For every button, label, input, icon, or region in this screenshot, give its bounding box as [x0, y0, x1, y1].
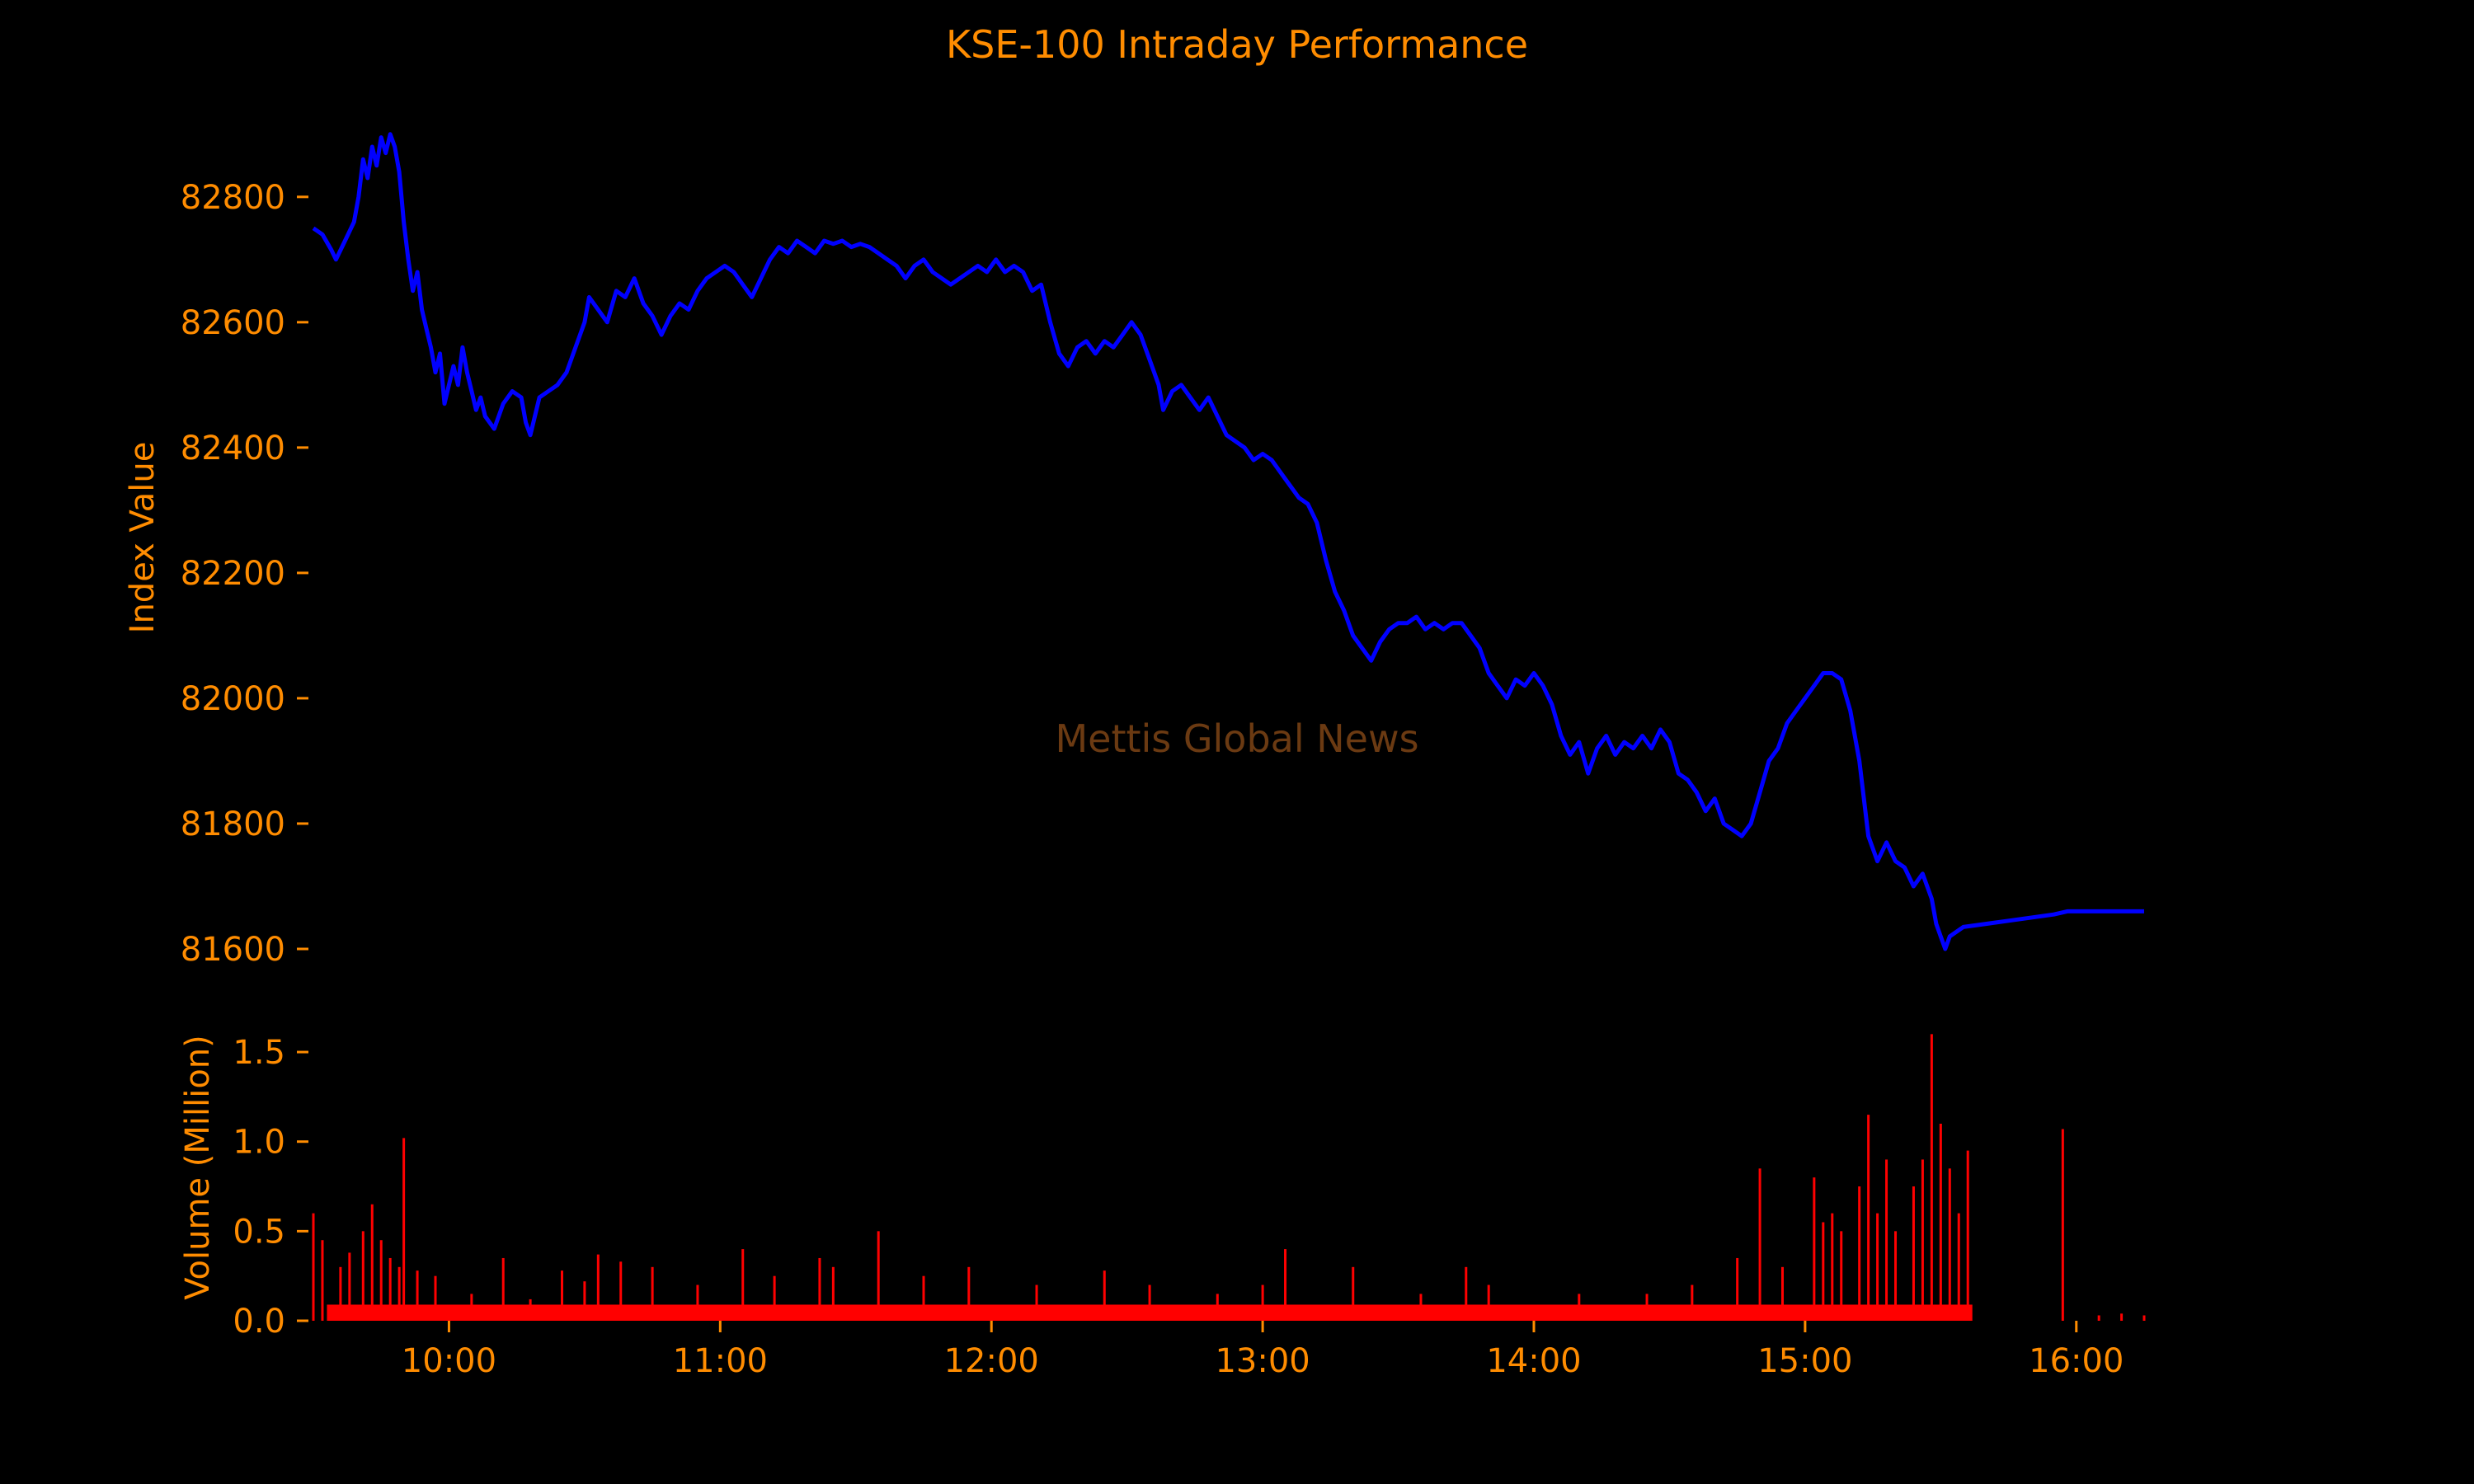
volume-bar	[321, 1240, 324, 1321]
xtick-label: 15:00	[1757, 1342, 1852, 1380]
xtick-label: 13:00	[1215, 1342, 1310, 1380]
volume-bar	[651, 1266, 654, 1321]
volume-bar	[2061, 1129, 2064, 1321]
volume-bar	[1966, 1150, 1969, 1321]
volume-bar	[818, 1257, 821, 1321]
xtick-label: 10:00	[402, 1342, 496, 1380]
volume-bar	[1831, 1213, 1834, 1321]
volume-bar	[370, 1204, 374, 1321]
volume-bar	[1758, 1168, 1761, 1321]
volume-bar	[1465, 1266, 1468, 1321]
price-ytick-label: 81600	[181, 931, 285, 969]
volume-bar	[1948, 1168, 1951, 1321]
price-y-axis: 81600 81800 82000 82200 82400 82600 82800	[181, 179, 308, 969]
volume-bar	[1645, 1294, 1649, 1321]
price-line	[312, 132, 2144, 951]
volume-bar	[1858, 1186, 1861, 1321]
volume-bar	[402, 1138, 406, 1321]
volume-ytick-label: 0.5	[233, 1213, 285, 1251]
volume-bar	[583, 1281, 586, 1321]
volume-bar	[1691, 1284, 1694, 1321]
volume-bar	[348, 1252, 351, 1321]
xtick-label: 16:00	[2029, 1342, 2124, 1380]
volume-bar	[1912, 1186, 1915, 1321]
volume-ytick-label: 0.0	[233, 1303, 285, 1341]
volume-bar	[1780, 1266, 1784, 1321]
volume-bar	[560, 1270, 563, 1321]
volume-bar	[1921, 1159, 1924, 1321]
watermark: Mettis Global News	[1055, 716, 1418, 761]
volume-bar	[831, 1266, 835, 1321]
price-ylabel: Index Value	[124, 442, 162, 634]
volume-bar	[1284, 1249, 1287, 1321]
volume-bar	[501, 1257, 505, 1321]
volume-bar	[1148, 1284, 1151, 1321]
x-axis: 10:00 11:00 12:00 13:00 14:00 15:00 16:00	[402, 1321, 2124, 1380]
volume-bar	[967, 1266, 971, 1321]
volume-bar	[1035, 1284, 1038, 1321]
volume-bar	[388, 1257, 392, 1321]
volume-bar	[877, 1231, 880, 1321]
volume-bar	[1578, 1294, 1581, 1321]
volume-y-axis: 0.0 0.5 1.0 1.5	[233, 1034, 308, 1341]
volume-bar	[416, 1270, 419, 1321]
volume-bar	[2120, 1313, 2124, 1321]
price-ytick-label: 81800	[181, 805, 285, 843]
volume-bar	[696, 1284, 699, 1321]
xtick-label: 11:00	[673, 1342, 768, 1380]
volume-bar	[1876, 1213, 1879, 1321]
volume-bar	[434, 1275, 437, 1321]
volume-bar	[2097, 1315, 2100, 1321]
volume-bar	[1216, 1294, 1219, 1321]
volume-bar	[397, 1266, 401, 1321]
volume-bar	[312, 1213, 315, 1321]
volume-bar	[339, 1266, 342, 1321]
volume-bar	[1813, 1177, 1816, 1321]
volume-bar	[2142, 1315, 2146, 1321]
volume-ytick-label: 1.5	[233, 1034, 285, 1072]
volume-bar	[1822, 1222, 1825, 1321]
volume-bar	[1885, 1159, 1888, 1321]
volume-bar	[922, 1275, 925, 1321]
volume-ylabel: Volume (Million)	[179, 1035, 217, 1299]
volume-bar	[1894, 1231, 1898, 1321]
volume-bar	[596, 1254, 600, 1321]
price-ytick-label: 82200	[181, 555, 285, 593]
price-series	[312, 132, 2144, 951]
volume-bar	[1261, 1284, 1264, 1321]
volume-ytick-label: 1.0	[233, 1124, 285, 1162]
price-ytick-label: 82600	[181, 304, 285, 342]
volume-bar	[361, 1231, 365, 1321]
xtick-label: 12:00	[944, 1342, 1039, 1380]
price-ytick-label: 82000	[181, 680, 285, 718]
volume-bar	[379, 1240, 383, 1321]
volume-bar	[529, 1298, 532, 1321]
volume-bar	[1736, 1257, 1739, 1321]
volume-bar	[1957, 1213, 1960, 1321]
volume-bar	[1840, 1231, 1843, 1321]
volume-bar	[741, 1249, 745, 1321]
price-ytick-label: 82400	[181, 430, 285, 467]
volume-bars	[312, 1034, 2146, 1321]
volume-bar	[1487, 1284, 1490, 1321]
volume-bar	[1103, 1270, 1106, 1321]
price-ytick-label: 82800	[181, 179, 285, 217]
volume-bar	[773, 1275, 776, 1321]
xtick-label: 14:00	[1486, 1342, 1581, 1380]
volume-bar	[1419, 1294, 1423, 1321]
volume-bar	[1930, 1034, 1933, 1321]
chart-title: KSE-100 Intraday Performance	[946, 22, 1528, 67]
volume-bar	[619, 1261, 623, 1321]
volume-bar	[1867, 1115, 1870, 1321]
volume-bar	[1352, 1266, 1355, 1321]
volume-bar	[1939, 1123, 1942, 1321]
volume-bar	[470, 1294, 473, 1321]
